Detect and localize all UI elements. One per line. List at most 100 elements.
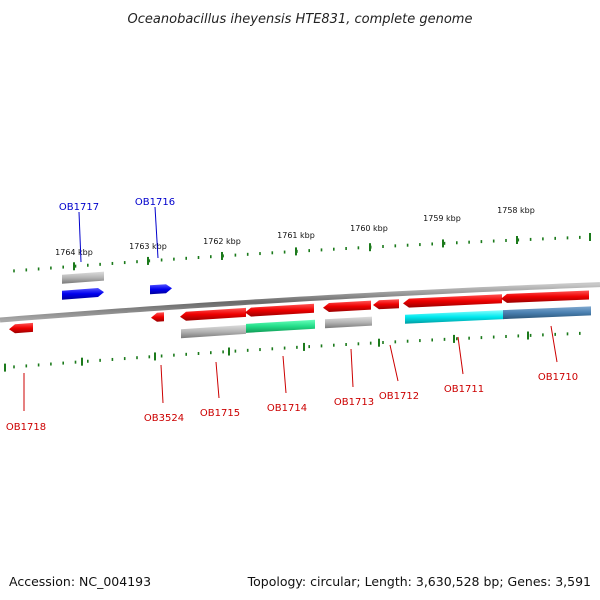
ruler-tick — [123, 357, 126, 361]
ruler-tick — [542, 237, 544, 241]
ruler-tick — [222, 350, 224, 354]
ruler-major-tick — [527, 331, 529, 340]
ruler-tick — [259, 252, 261, 256]
ruler-label: 1758 kbp — [497, 206, 535, 215]
ruler-tick — [333, 247, 335, 251]
gene-label-ob1714[interactable]: OB1714 — [267, 403, 307, 414]
gene-arrow-ob1718 — [9, 322, 33, 334]
ruler-tick — [283, 346, 286, 350]
ruler-tick — [382, 244, 384, 248]
ruler-tick — [579, 235, 581, 239]
ruler-tick — [529, 237, 532, 241]
ruler-tick — [529, 333, 532, 337]
ruler-tick — [431, 338, 433, 342]
ruler-tick — [296, 345, 298, 349]
ruler-tick — [357, 246, 360, 250]
ruler-tick — [419, 339, 421, 343]
ruler-tick — [394, 244, 397, 248]
ruler-major-tick — [221, 251, 223, 260]
ruler-tick — [185, 256, 187, 260]
leader-line — [160, 364, 164, 404]
ruler-ticks-bottom — [4, 331, 581, 372]
ruler-tick — [579, 331, 581, 335]
genome-backbone — [0, 282, 600, 323]
ruler-tick — [566, 236, 569, 240]
backbone-line — [0, 282, 600, 323]
gene-label-ob1713[interactable]: OB1713 — [334, 397, 374, 408]
ruler-tick — [99, 262, 101, 266]
ruler-tick — [431, 242, 433, 246]
gene-label-ob3524[interactable]: OB3524 — [144, 413, 184, 424]
ruler-major-tick — [589, 232, 591, 241]
ruler-tick — [234, 349, 237, 353]
gene-label-ob1717[interactable]: OB1717 — [59, 202, 99, 213]
leader-line — [550, 325, 558, 363]
ruler-tick — [443, 241, 446, 245]
ruler-major-tick — [147, 256, 149, 265]
ruler-tick — [197, 351, 200, 355]
ruler-major-tick — [303, 342, 305, 351]
ruler-tick — [99, 358, 101, 362]
gene-arrow-ob1710 — [501, 290, 589, 303]
leader-line — [154, 206, 159, 259]
ruler-tick — [148, 355, 151, 359]
ruler-tick — [13, 269, 15, 273]
ruler-tick — [443, 337, 446, 341]
gene-label-ob1715[interactable]: OB1715 — [200, 408, 240, 419]
gene-label-ob1716[interactable]: OB1716 — [135, 197, 175, 208]
ruler-tick — [87, 359, 89, 363]
gene-label-ob1718[interactable]: OB1718 — [6, 422, 46, 433]
gene-label-ob1711[interactable]: OB1711 — [444, 384, 484, 395]
leader-line — [389, 344, 399, 382]
gene-arrow-ob1712 — [373, 299, 399, 310]
ruler-tick — [25, 364, 28, 368]
ruler-tick — [333, 343, 335, 347]
ruler-tick — [456, 337, 458, 341]
leader-line — [282, 355, 287, 394]
gene-arrow-ob1716 — [150, 284, 172, 295]
ruler-tick — [37, 363, 40, 367]
gene-arrow-ob1715 — [180, 307, 246, 321]
ruler-major-tick — [516, 235, 518, 244]
feature-gray — [62, 271, 104, 284]
ruler-tick — [517, 238, 520, 242]
feature-green — [246, 319, 315, 333]
ruler-tick — [50, 266, 52, 270]
ruler-label: 1760 kbp — [350, 224, 388, 233]
ruler-major-tick — [378, 338, 380, 347]
ruler-major-tick — [154, 352, 156, 361]
ruler-major-tick — [442, 239, 444, 248]
ruler-tick — [210, 255, 212, 259]
ruler-tick — [406, 339, 409, 343]
gene-label-ob1710[interactable]: OB1710 — [538, 372, 578, 383]
ruler-tick — [271, 347, 274, 351]
ruler-major-tick — [369, 243, 371, 252]
ruler-tick — [111, 261, 114, 265]
map-title: Oceanobacillus iheyensis HTE831, complet… — [128, 12, 473, 27]
ruler-tick — [320, 248, 323, 252]
ruler-tick — [554, 236, 556, 240]
ruler-tick — [505, 238, 507, 242]
label-leader-lines — [23, 206, 558, 411]
ruler-tick — [173, 257, 175, 261]
ruler-tick — [517, 334, 520, 338]
gene-labels: OB1718 OB3524 OB1715 OB1714 OB1713 OB1712 OB17… — [6, 197, 578, 433]
genome-summary-text: Topology: circular; Length: 3,630,528 bp… — [247, 574, 591, 589]
ruler-label: 1762 kbp — [203, 237, 241, 246]
ruler-major-tick — [453, 334, 455, 343]
ruler-tick — [271, 251, 274, 255]
ruler-tick — [87, 263, 89, 267]
ruler-major-tick — [81, 357, 83, 366]
gene-label-ob1712[interactable]: OB1712 — [379, 391, 419, 402]
ruler-tick — [369, 341, 372, 345]
ruler-tick — [320, 344, 323, 348]
leader-line — [215, 361, 220, 399]
ruler-tick — [13, 365, 15, 369]
gene-arrow-ob1713 — [323, 300, 371, 312]
ruler-tick — [308, 345, 310, 349]
ruler-tick — [406, 243, 409, 247]
ruler-major-tick — [228, 347, 230, 356]
ruler-label: 1764 kbp — [55, 248, 93, 257]
gene-arrow-ob1717 — [62, 288, 104, 300]
ruler-major-tick — [4, 363, 6, 372]
